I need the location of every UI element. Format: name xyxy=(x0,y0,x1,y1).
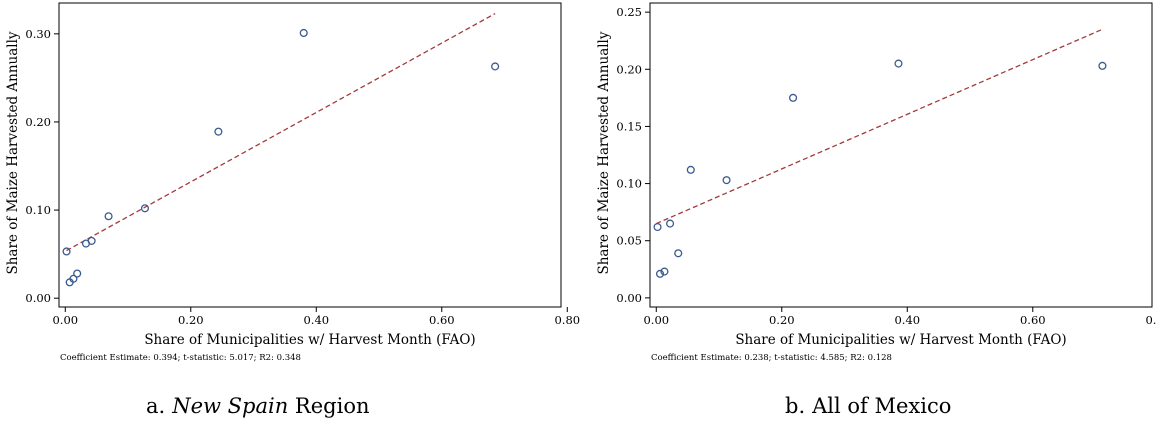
panel-a-caption-prefix: a. xyxy=(146,394,166,418)
data-point xyxy=(69,274,78,283)
data-point xyxy=(62,247,71,256)
y-axis-label: Share of Maize Harvested Annually xyxy=(596,31,612,274)
data-point xyxy=(655,269,665,278)
y-tick-label: 0.00 xyxy=(25,291,51,305)
data-point xyxy=(299,28,308,38)
data-point xyxy=(686,165,695,174)
y-tick-label: 0.20 xyxy=(25,115,51,129)
x-tick-label: 0.20 xyxy=(769,313,795,327)
panel-a-caption-italic: New Spain xyxy=(172,394,289,418)
x-tick-label: 0.20 xyxy=(178,313,204,327)
x-tick-label: 0.60 xyxy=(1020,313,1046,327)
regression-note: Coefficient Estimate: 0.394; t-statistic… xyxy=(60,353,301,363)
x-tick-label: 0.60 xyxy=(429,313,455,327)
data-point xyxy=(1098,61,1107,70)
y-tick-label: 0.20 xyxy=(616,62,642,76)
data-point xyxy=(87,236,96,245)
data-point xyxy=(491,62,500,71)
data-point xyxy=(894,59,903,68)
y-tick-label: 0.10 xyxy=(25,203,51,217)
fit-line xyxy=(66,13,496,252)
panel-a-caption-rest: Region xyxy=(288,394,370,418)
y-tick-label: 0.10 xyxy=(616,177,642,191)
data-point xyxy=(789,93,798,102)
data-point xyxy=(722,176,731,185)
panel-b-caption-prefix: b. xyxy=(785,394,806,418)
data-point xyxy=(214,127,223,136)
x-axis-label: Share of Municipalities w/ Harvest Month… xyxy=(735,332,1066,348)
data-point xyxy=(104,212,113,221)
x-axis-label: Share of Municipalities w/ Harvest Month… xyxy=(144,332,475,348)
panel-b-caption-rest: All of Mexico xyxy=(812,394,952,418)
panel-b-caption: b. All of Mexico xyxy=(785,394,951,418)
plot-frame xyxy=(649,2,1153,308)
y-axis-label: Share of Maize Harvested Annually xyxy=(5,31,21,274)
data-point xyxy=(660,267,669,276)
data-point xyxy=(73,269,82,278)
data-point xyxy=(674,249,683,258)
y-tick-label: 0.30 xyxy=(25,27,51,41)
panel-a-caption: a. New Spain Region xyxy=(146,394,370,418)
data-point xyxy=(653,222,662,232)
x-tick-label: 0.40 xyxy=(303,313,329,327)
x-tick-label: 0.80 xyxy=(1145,313,1156,327)
panel-a: 0.00 0.20 0.40 0.60 0.80 0.00 0.10 0.20 0.30 Shar… xyxy=(5,2,580,363)
x-tick-label: 0.80 xyxy=(554,313,580,327)
x-tick-label: 0.00 xyxy=(52,313,78,327)
regression-note: Coefficient Estimate: 0.238; t-statistic… xyxy=(651,353,892,363)
panel-b: 0.00 0.20 0.40 0.60 0.80 0.00 0.05 0.10 0.15 0.20… xyxy=(596,2,1156,363)
x-tick-label: 0.40 xyxy=(894,313,920,327)
y-tick-label: 0.25 xyxy=(616,5,642,19)
x-tick-label: 0.00 xyxy=(643,313,669,327)
y-tick-label: 0.00 xyxy=(616,291,642,305)
fit-line xyxy=(656,28,1103,225)
y-tick-label: 0.05 xyxy=(616,234,642,248)
y-tick-label: 0.15 xyxy=(616,119,642,133)
data-point xyxy=(140,204,150,213)
data-point xyxy=(666,219,675,228)
plot-frame xyxy=(58,2,562,308)
